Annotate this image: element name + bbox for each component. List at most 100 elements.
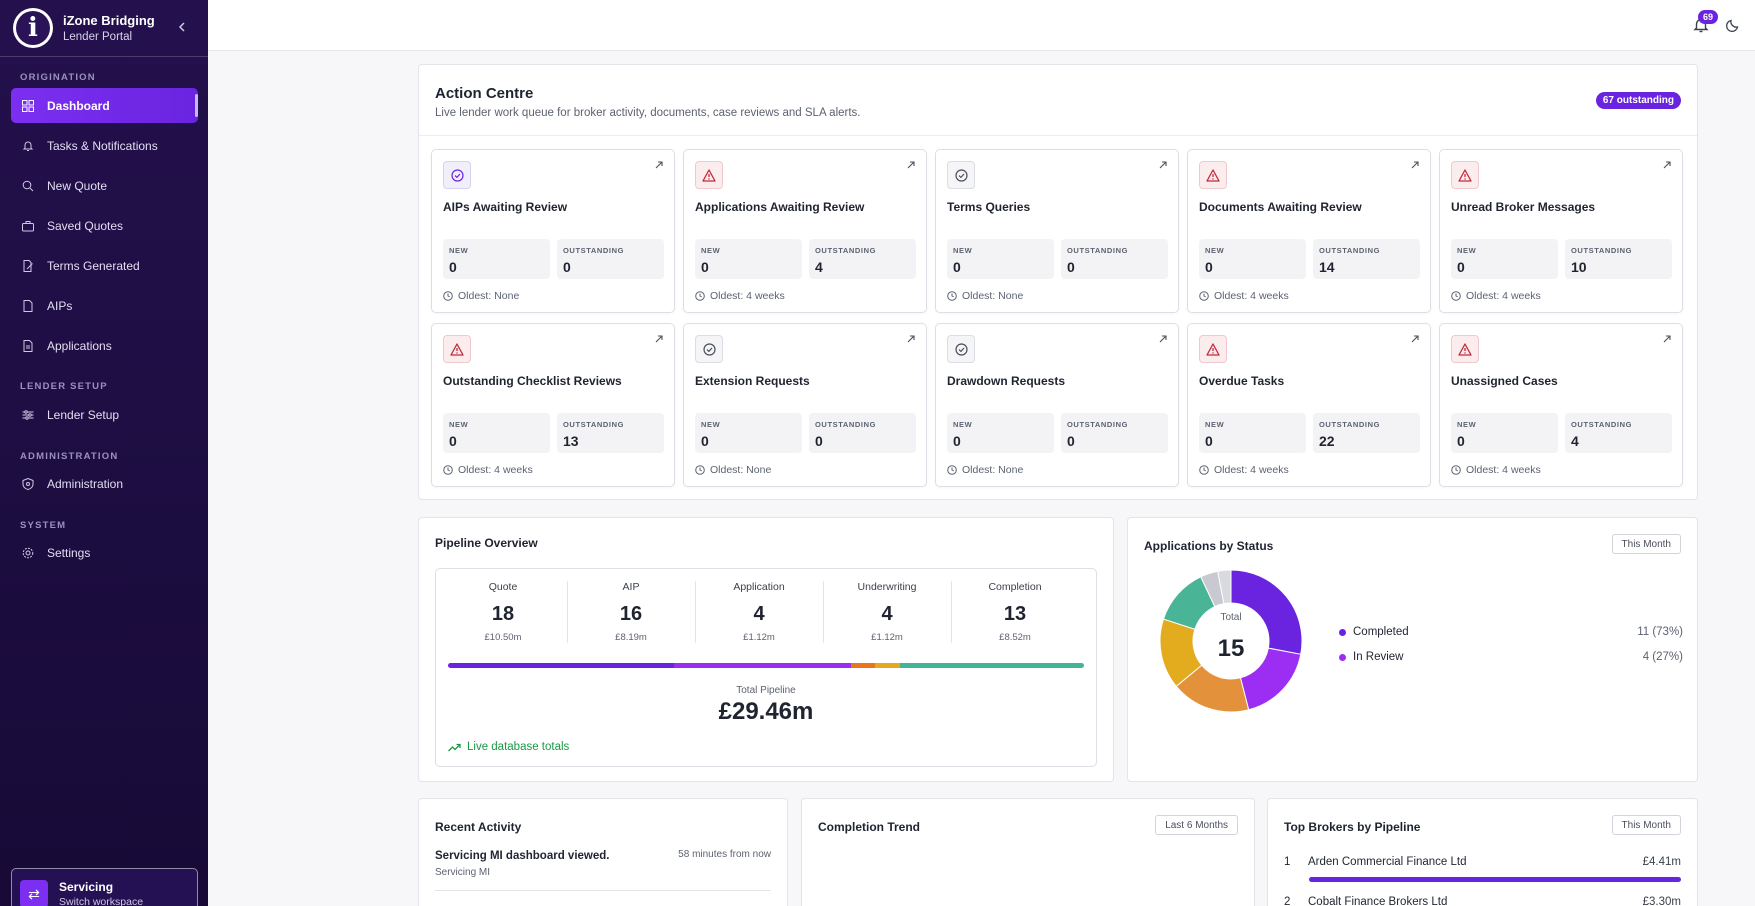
sliders-icon	[21, 408, 35, 422]
action-card-title: Outstanding Checklist Reviews	[443, 374, 622, 388]
outstanding-label: OUTSTANDING	[1571, 420, 1633, 429]
sidebar-item-new-quote[interactable]: New Quote	[11, 168, 198, 203]
stage-name: Completion	[988, 581, 1042, 593]
pipeline-title: Pipeline Overview	[435, 536, 538, 550]
action-card[interactable]: AIPs Awaiting Review NEW 0 OUTSTANDING 0 Olde…	[431, 149, 675, 313]
sidebar-item-lender-setup[interactable]: Lender Setup	[11, 397, 198, 432]
stage-name: AIP	[622, 581, 640, 593]
external-link-icon[interactable]	[654, 334, 664, 344]
oldest-age: Oldest: 4 weeks	[1199, 290, 1289, 302]
outstanding-label: OUTSTANDING	[815, 246, 877, 255]
new-value: 0	[1457, 259, 1465, 275]
trending-up-icon	[448, 743, 461, 751]
oldest-text: Oldest: 4 weeks	[1466, 464, 1541, 476]
sidebar-item-label: Administration	[47, 476, 124, 491]
oldest-text: Oldest: None	[458, 290, 520, 302]
check-circle-icon	[947, 161, 975, 189]
legend-item[interactable]: In Review 4 (27%)	[1339, 651, 1683, 663]
sidebar-item-settings[interactable]: Settings	[11, 535, 198, 570]
pipeline-bar	[448, 663, 1084, 668]
stage-divider	[951, 581, 952, 643]
action-card[interactable]: Extension Requests NEW 0 OUTSTANDING 0 Oldest…	[683, 323, 927, 487]
outstanding-label: OUTSTANDING	[1067, 420, 1129, 429]
warning-triangle-icon	[695, 161, 723, 189]
stage-count: 16	[619, 603, 643, 625]
donut-segment[interactable]	[1217, 569, 1232, 605]
sidebar-item-label: Terms Generated	[47, 258, 140, 273]
action-card[interactable]: Terms Queries NEW 0 OUTSTANDING 0 Oldest: Non…	[935, 149, 1179, 313]
action-card[interactable]: Drawdown Requests NEW 0 OUTSTANDING 0 Oldest:…	[935, 323, 1179, 487]
new-label: NEW	[701, 420, 721, 429]
action-card[interactable]: Unassigned Cases NEW 0 OUTSTANDING 4 Oldest: …	[1439, 323, 1683, 487]
moon-icon[interactable]	[1725, 17, 1741, 33]
live-totals-label: Live database totals	[467, 741, 570, 753]
external-link-icon[interactable]	[906, 160, 916, 170]
external-link-icon[interactable]	[1410, 160, 1420, 170]
brand-logo[interactable]: i	[13, 8, 53, 48]
action-card[interactable]: Unread Broker Messages NEW 0 OUTSTANDING 10 O…	[1439, 149, 1683, 313]
period-select-button[interactable]: This Month	[1611, 534, 1681, 554]
new-count: NEW 0	[1451, 239, 1558, 279]
sidebar-item-saved-quotes[interactable]: Saved Quotes	[11, 208, 198, 243]
sidebar-item-tasks[interactable]: Tasks & Notifications	[11, 128, 198, 163]
sidebar-item-label: AIPs	[47, 298, 73, 313]
new-value: 0	[953, 259, 961, 275]
pipeline-bar-segment	[448, 663, 675, 668]
external-link-icon[interactable]	[1158, 334, 1168, 344]
broker-row[interactable]: 1 Arden Commercial Finance Ltd £4.41m	[1284, 856, 1681, 868]
stage-count: 4	[881, 603, 893, 625]
oldest-age: Oldest: None	[947, 464, 1023, 476]
action-card[interactable]: Overdue Tasks NEW 0 OUTSTANDING 22 Oldest: 4 …	[1187, 323, 1431, 487]
sidebar-item-terms-generated[interactable]: Terms Generated	[11, 248, 198, 283]
action-card[interactable]: Outstanding Checklist Reviews NEW 0 OUTSTAN…	[431, 323, 675, 487]
action-card-title: Applications Awaiting Review	[695, 200, 865, 214]
external-link-icon[interactable]	[1662, 160, 1672, 170]
document-edit-icon	[21, 259, 35, 273]
pipeline-stage: AIP 16 £8.19m	[567, 581, 695, 643]
sidebar-item-dashboard[interactable]: Dashboard	[11, 88, 198, 123]
new-count: NEW 0	[443, 239, 550, 279]
oldest-text: Oldest: 4 weeks	[1466, 290, 1541, 302]
oldest-age: Oldest: None	[695, 464, 771, 476]
oldest-text: Oldest: None	[710, 464, 772, 476]
broker-amount: £3.30m	[1642, 896, 1681, 906]
external-link-icon[interactable]	[654, 160, 664, 170]
workspace-switcher[interactable]: ⇄ Servicing Switch workspace	[11, 868, 198, 906]
oldest-text: Oldest: 4 weeks	[1214, 464, 1289, 476]
divider	[435, 890, 771, 891]
warning-triangle-icon	[1451, 161, 1479, 189]
check-circle-icon	[695, 335, 723, 363]
broker-amount: £4.41m	[1642, 856, 1681, 868]
briefcase-icon	[21, 219, 35, 233]
action-centre-subtitle: Live lender work queue for broker activi…	[435, 107, 861, 119]
outstanding-value: 13	[563, 433, 579, 449]
legend-item[interactable]: Completed 11 (73%)	[1339, 626, 1683, 638]
brand-name: iZone Bridging	[63, 13, 155, 28]
sidebar-item-aips[interactable]: AIPs	[11, 288, 198, 323]
activity-item-title[interactable]: Servicing MI dashboard viewed.	[435, 850, 610, 862]
sidebar-item-label: Tasks & Notifications	[47, 138, 158, 153]
broker-row[interactable]: 2 Cobalt Finance Brokers Ltd £3.30m	[1284, 896, 1681, 906]
external-link-icon[interactable]	[1410, 334, 1420, 344]
external-link-icon[interactable]	[906, 334, 916, 344]
action-card-title: Terms Queries	[947, 200, 1031, 214]
external-link-icon[interactable]	[1662, 334, 1672, 344]
new-label: NEW	[1205, 246, 1225, 255]
action-card[interactable]: Documents Awaiting Review NEW 0 OUTSTANDING…	[1187, 149, 1431, 313]
new-value: 0	[449, 433, 457, 449]
trend-period-button[interactable]: Last 6 Months	[1155, 815, 1238, 835]
collapse-sidebar-button[interactable]	[178, 20, 186, 35]
stage-count: 13	[1003, 603, 1027, 625]
outstanding-value: 0	[815, 433, 823, 449]
brokers-period-button[interactable]: This Month	[1611, 815, 1681, 835]
pipeline-bar-segment	[899, 663, 1084, 668]
nav-section-system: SYSTEM	[20, 520, 67, 531]
clock-icon	[1199, 291, 1209, 301]
stage-divider	[823, 581, 824, 643]
broker-bar	[1309, 877, 1681, 882]
sidebar-item-applications[interactable]: Applications	[11, 328, 198, 363]
stage-name: Quote	[488, 581, 518, 593]
sidebar-item-administration[interactable]: Administration	[11, 466, 198, 501]
action-card[interactable]: Applications Awaiting Review NEW 0 OUTSTAND…	[683, 149, 927, 313]
external-link-icon[interactable]	[1158, 160, 1168, 170]
